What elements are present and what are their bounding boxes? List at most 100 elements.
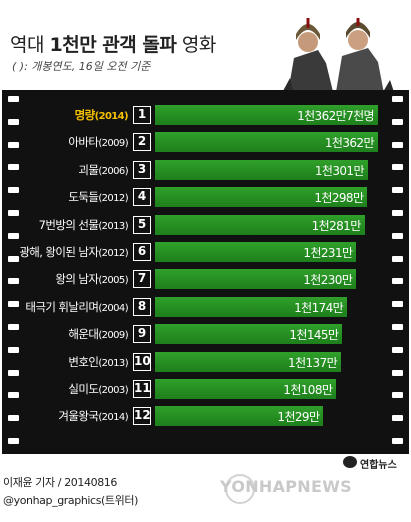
movie-title: 도둑들 — [68, 190, 99, 205]
chart-title: 역대 1천만 관객 돌파 영화 — [10, 30, 216, 57]
rank-badge: 1 — [133, 106, 151, 124]
bar-row: 명량(2014) 1 1천362만7천명 — [0, 104, 411, 126]
movie-title: 7번방의 선물 — [38, 217, 99, 232]
perforation-left — [8, 301, 19, 308]
data-label: 1천362만 — [324, 136, 375, 151]
movie-title: 겨울왕국 — [58, 409, 99, 424]
perforation-left — [8, 369, 19, 376]
perforation-left — [8, 118, 19, 125]
reporter-byline: 이재윤 기자 / 20140816 — [3, 476, 117, 489]
perforation-right — [392, 255, 403, 262]
perforation-left — [8, 278, 19, 285]
bar-row: 괴물(2006) 3 1천301만 — [0, 159, 411, 181]
bar-row: 아바타(2009) 2 1천362만 — [0, 131, 411, 153]
perforation-left — [8, 210, 19, 216]
bar — [155, 242, 357, 262]
rank-badge: 9 — [133, 325, 151, 344]
data-label: 1천108만 — [283, 383, 333, 397]
rank-badge: 7 — [133, 270, 151, 289]
yonhap-logo-text: 연합뉴스 — [360, 460, 397, 471]
category-label: 왕의 남자(2005) — [55, 271, 128, 287]
category-label: 명량(2014) — [74, 107, 129, 123]
perforation-left — [8, 96, 19, 102]
release-year: (2012) — [98, 248, 128, 259]
bar-row: 왕의 남자(2005) 7 1천230만 — [0, 268, 411, 290]
rank-badge: 5 — [133, 215, 151, 234]
bar-row: 도둑들(2012) 4 1천298만 — [0, 186, 411, 208]
yonhap-logo-icon — [343, 456, 357, 468]
release-year: (2009) — [98, 330, 128, 342]
perforation-right — [392, 415, 403, 422]
movie-title: 태극기 휘날리며 — [25, 299, 99, 314]
movie-title: 왕의 남자 — [55, 272, 99, 287]
data-label: 1천174만 — [294, 300, 344, 315]
movie-title: 아바타 — [68, 135, 99, 150]
data-label: 1천145만 — [289, 328, 339, 343]
category-label: 해운대(2009) — [68, 326, 128, 342]
category-label: 실미도(2003) — [68, 381, 128, 397]
movie-title: 괴물 — [78, 162, 99, 177]
category-label: 겨울왕국(2014) — [58, 408, 128, 424]
bar — [155, 187, 368, 208]
perforation-left — [8, 392, 19, 399]
category-label: 아바타(2009) — [68, 134, 128, 150]
bar-row: 변호인(2013) 10 1천137만 — [0, 351, 411, 373]
perforation-right — [392, 164, 403, 171]
perforation-right — [392, 301, 403, 308]
bar — [155, 105, 378, 125]
release-year: (2006) — [98, 165, 128, 177]
perforation-left — [8, 438, 19, 444]
bar-row: 7번방의 선물(2013) 5 1천281만 — [0, 214, 411, 236]
rank-badge: 11 — [133, 380, 151, 398]
category-label: 태극기 휘날리며(2004) — [25, 299, 128, 315]
watermark-text: YONHAPNEWS — [220, 477, 352, 496]
bar — [155, 379, 337, 399]
movie-title: 실미도 — [68, 382, 99, 396]
perforation-left — [8, 164, 19, 171]
release-year: (2013) — [98, 220, 128, 232]
header: 역대 1천만 관객 돌파 영화 ( ): 개봉연도, 16일 오전 기준 — [0, 0, 411, 104]
perforation-right — [392, 369, 403, 376]
perforation-right — [392, 324, 403, 330]
bar — [155, 269, 357, 290]
bar-row: 실미도(2003) 11 1천108만 — [0, 378, 411, 400]
movie-title: 명량 — [74, 108, 96, 122]
movie-title: 해운대 — [68, 327, 99, 342]
category-label: 7번방의 선물(2013) — [38, 217, 129, 233]
release-year: (2014) — [94, 111, 129, 122]
bar — [155, 296, 348, 317]
data-label: 1천230만 — [303, 273, 353, 288]
perforation-left — [8, 415, 19, 422]
perforation-right — [392, 278, 403, 285]
release-year: (2012) — [98, 193, 128, 205]
perforation-left — [8, 255, 19, 262]
perforation-right — [392, 118, 403, 125]
rank-badge: 10 — [133, 352, 151, 371]
release-year: (2003) — [98, 385, 128, 396]
perforation-right — [392, 232, 403, 239]
perforation-left — [8, 141, 19, 148]
category-label: 도둑들(2012) — [68, 189, 128, 205]
chart-subtitle: ( ): 개봉연도, 16일 오전 기준 — [12, 60, 151, 73]
bar-row: 겨울왕국(2014) 12 1천29만 — [0, 405, 411, 427]
perforation-left — [8, 324, 19, 330]
bar-row: 태극기 휘날리며(2004) 8 1천174만 — [0, 296, 411, 318]
perforation-right — [392, 210, 403, 216]
title-suffix: 영화 — [176, 34, 216, 56]
bar — [155, 132, 378, 153]
movie-title: 변호인 — [68, 354, 99, 369]
rank-badge: 4 — [133, 188, 151, 207]
release-year: (2013) — [98, 357, 128, 369]
perforation-right — [392, 96, 403, 102]
perforation-right — [392, 141, 403, 148]
title-prefix: 역대 — [10, 34, 50, 56]
rank-badge: 6 — [133, 243, 151, 261]
release-year: (2009) — [98, 138, 128, 150]
category-label: 괴물(2006) — [78, 162, 128, 178]
bar — [155, 406, 324, 427]
perforation-right — [392, 346, 403, 353]
perforation-left — [8, 187, 19, 194]
release-year: (2005) — [98, 275, 128, 287]
category-label: 변호인(2013) — [68, 354, 128, 370]
twitter-handle: @yonhap_graphics(트위터) — [3, 494, 138, 507]
